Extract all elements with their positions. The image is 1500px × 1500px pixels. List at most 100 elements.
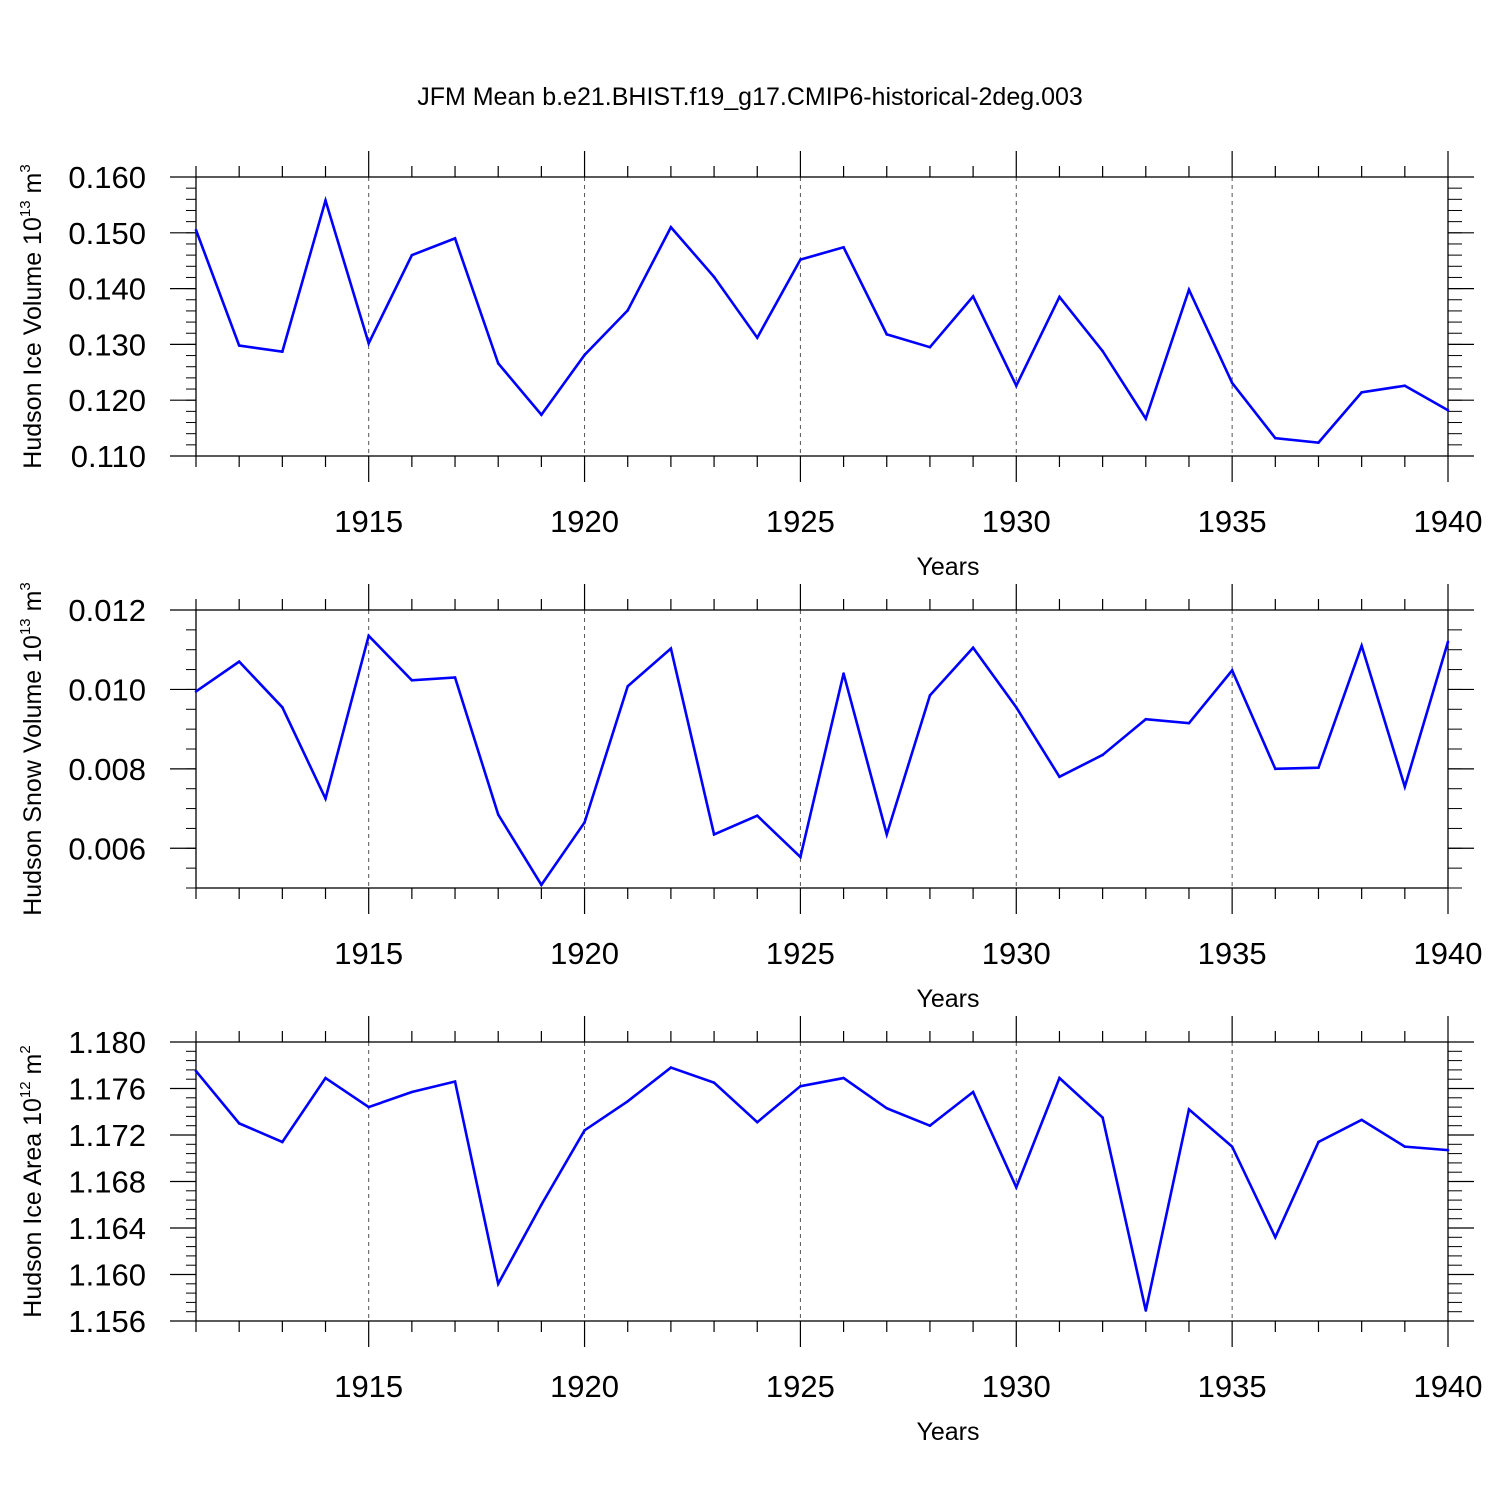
- data-point: [1101, 1116, 1104, 1119]
- x-tick-label: 1915: [334, 1369, 403, 1404]
- data-point: [885, 333, 889, 336]
- data-point: [1446, 1148, 1450, 1152]
- data-point: [971, 646, 975, 650]
- data-point: [1058, 295, 1061, 299]
- y-tick-label: 1.176: [68, 1072, 146, 1107]
- data-point: [496, 1282, 500, 1286]
- y-axis-label-exponent: 12: [17, 1081, 34, 1098]
- x-tick-label: 1920: [550, 504, 619, 539]
- data-point: [928, 694, 932, 697]
- data-point: [1144, 717, 1148, 721]
- y-axis-label-unit-exponent: 3: [17, 164, 34, 172]
- data-point: [1014, 384, 1018, 387]
- data-point: [626, 309, 630, 312]
- data-point: [928, 345, 932, 349]
- y-tick-label: 0.110: [71, 439, 146, 474]
- data-point: [1144, 1309, 1148, 1312]
- data-point: [626, 684, 630, 688]
- data-point: [1403, 384, 1407, 387]
- y-tick-label: 0.120: [68, 383, 146, 418]
- y-tick-label: 1.168: [68, 1165, 146, 1200]
- data-point: [842, 1076, 845, 1080]
- y-axis-label-main: Hudson Ice Volume 10: [19, 217, 47, 469]
- y-axis-label: Hudson Ice Volume 1013 m3: [17, 164, 47, 468]
- data-point: [194, 690, 198, 693]
- data-point: [453, 1080, 457, 1083]
- y-axis-label-unit: m: [19, 173, 47, 201]
- data-point: [669, 225, 673, 229]
- data-point: [799, 1084, 802, 1088]
- x-tick-label: 1925: [766, 936, 835, 971]
- data-point: [1360, 644, 1363, 648]
- x-tick-label: 1930: [982, 936, 1051, 971]
- y-tick-label: 0.160: [68, 160, 146, 195]
- series-line-snow-volume: [195, 633, 1450, 888]
- y-axis-label-unit-exponent: 3: [17, 582, 34, 590]
- data-point: [885, 1106, 889, 1110]
- data-point: [281, 350, 284, 353]
- y-tick-label: 1.172: [68, 1118, 146, 1153]
- data-point: [496, 362, 500, 365]
- panel-snow-volume: 1915 1920 1925 1930 1935 1940 0.006 0.008 0.010 0…: [17, 582, 1482, 1013]
- data-point: [1230, 1145, 1234, 1148]
- x-tick-label: 1915: [334, 936, 403, 971]
- y-tick-label: 0.008: [68, 752, 146, 787]
- data-point: [971, 1090, 975, 1094]
- data-point: [367, 341, 370, 345]
- data-point: [1187, 1108, 1191, 1111]
- data-point: [1014, 1186, 1018, 1189]
- data-point: [1014, 706, 1018, 709]
- y-axis-label-main: Hudson Ice Area 10: [19, 1098, 47, 1318]
- y-tick-label: 0.006: [68, 831, 146, 866]
- y-tick-label: 1.160: [68, 1258, 146, 1293]
- data-point: [1101, 753, 1104, 757]
- data-point: [583, 1129, 586, 1132]
- y-tick-label: 1.164: [68, 1211, 146, 1246]
- y-tick-label: 0.010: [68, 672, 146, 707]
- data-point: [928, 1124, 932, 1127]
- series-line-ice-area: [194, 1066, 1449, 1311]
- data-point: [1360, 1118, 1363, 1122]
- data-point: [453, 676, 457, 679]
- y-axis-label-unit: m: [19, 591, 47, 619]
- x-tick-label: 1920: [550, 936, 619, 971]
- x-tick-label: 1930: [982, 504, 1051, 539]
- x-axis-label: Years: [916, 985, 979, 1013]
- data-point: [410, 253, 414, 257]
- data-point: [540, 883, 543, 887]
- series-line-ice-volume: [194, 195, 1449, 444]
- data-point: [281, 706, 284, 709]
- data-point: [237, 344, 241, 347]
- data-point: [324, 1076, 327, 1080]
- data-point: [1187, 721, 1191, 725]
- data-point: [583, 821, 586, 824]
- figure-title: JFM Mean b.e21.BHIST.f19_g17.CMIP6-histo…: [417, 83, 1083, 111]
- data-point: [1274, 767, 1277, 771]
- x-tick-label: 1940: [1414, 936, 1483, 971]
- data-point: [324, 199, 327, 202]
- data-point: [237, 1122, 241, 1125]
- x-axis-label: Years: [916, 1418, 979, 1446]
- data-point: [1144, 417, 1148, 420]
- data-point: [194, 228, 198, 232]
- data-point: [1230, 669, 1234, 672]
- data-point: [712, 1081, 716, 1084]
- data-point: [324, 797, 327, 800]
- y-axis-label-exponent: 13: [17, 200, 34, 217]
- data-point: [1274, 436, 1277, 440]
- data-point: [712, 833, 716, 836]
- data-point: [799, 855, 802, 859]
- data-point: [1446, 408, 1450, 412]
- x-tick-label: 1925: [766, 504, 835, 539]
- y-axis-label: Hudson Ice Area 1012 m2: [17, 1045, 47, 1317]
- panel-ice-volume: 1915 1920 1925 1930 1935 1940 0.110 0.120 0.130 0…: [17, 151, 1482, 581]
- data-point: [755, 814, 759, 818]
- data-point: [194, 1069, 198, 1073]
- y-tick-label: 0.130: [68, 327, 146, 362]
- y-tick-label: 1.180: [68, 1025, 146, 1060]
- x-tick-label: 1935: [1198, 504, 1267, 539]
- data-point: [799, 258, 802, 261]
- data-point: [1317, 1140, 1320, 1144]
